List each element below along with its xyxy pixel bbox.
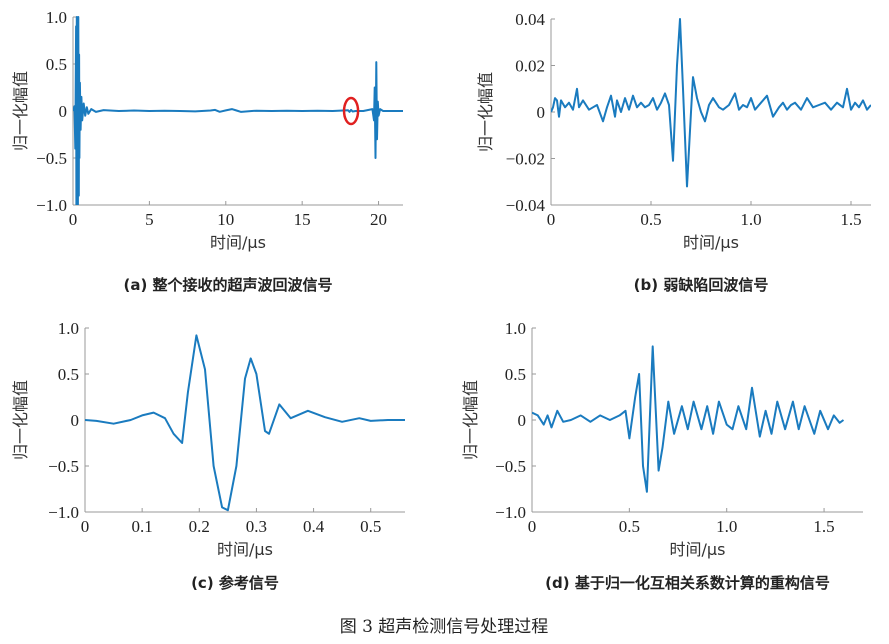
y-axis-label: 归一化幅值 bbox=[461, 380, 480, 460]
x-tick-label: 0.5 bbox=[360, 517, 381, 536]
series-line bbox=[85, 334, 405, 512]
y-tick-label: −0.5 bbox=[48, 457, 79, 476]
x-axis-label: 时间/μs bbox=[217, 540, 273, 559]
y-tick-label: −0.5 bbox=[36, 149, 67, 168]
x-tick-label: 5 bbox=[145, 210, 154, 229]
y-tick-label: 0 bbox=[71, 411, 80, 430]
x-tick-label: 10 bbox=[217, 210, 234, 229]
x-axis-label: 时间/μs bbox=[670, 540, 726, 559]
series-line bbox=[73, 16, 403, 205]
y-tick-label: 1.0 bbox=[46, 8, 67, 27]
y-tick-label: 0.02 bbox=[515, 57, 545, 76]
x-tick-label: 15 bbox=[294, 210, 311, 229]
y-tick-label: 0 bbox=[59, 102, 68, 121]
x-tick-label: 0.1 bbox=[132, 517, 153, 536]
x-tick-label: 0 bbox=[81, 517, 90, 536]
y-tick-label: −0.04 bbox=[506, 196, 546, 215]
plot-c-reference-signal: 0 0.1 0.2 0.3 0.4 0.5 −1.0 −0.5 0 0.5 1.0 时间/μs 归一化幅… bbox=[11, 319, 406, 592]
x-tick-label: 1.0 bbox=[740, 210, 761, 229]
y-axis-label: 归一化幅值 bbox=[476, 72, 495, 152]
x-axis-label: 时间/μs bbox=[683, 233, 739, 252]
x-tick-label: 0 bbox=[528, 517, 537, 536]
y-tick-label: 0.5 bbox=[58, 365, 79, 384]
y-tick-label: −0.02 bbox=[506, 150, 545, 169]
y-tick-label: 0.5 bbox=[46, 55, 67, 74]
plot-a-full-echo-signal: 0 5 10 15 20 −1.0 −0.5 0 0.5 1.0 时间/μs 归一化幅值 (a) 整个接… bbox=[11, 8, 404, 294]
x-tick-label: 0 bbox=[69, 210, 78, 229]
y-tick-label: 0 bbox=[537, 103, 546, 122]
plot-b-weak-defect-echo: 0 0.5 1.0 1.5 −0.04 −0.02 0 0.02 0.04 时间/μs 归一化幅值 (… bbox=[476, 10, 872, 294]
x-tick-label: 1.5 bbox=[813, 517, 834, 536]
series-line bbox=[532, 345, 845, 493]
subplot-caption: (c) 参考信号 bbox=[191, 574, 279, 592]
series-line bbox=[551, 18, 871, 188]
y-tick-label: 0 bbox=[518, 411, 527, 430]
y-tick-label: 0.04 bbox=[515, 10, 545, 29]
x-axis-label: 时间/μs bbox=[210, 233, 266, 252]
y-tick-label: −1.0 bbox=[48, 503, 79, 522]
subplot-caption: (b) 弱缺陷回波信号 bbox=[634, 276, 769, 294]
x-tick-label: 0.4 bbox=[303, 517, 325, 536]
x-tick-label: 0.5 bbox=[619, 517, 640, 536]
y-tick-label: 1.0 bbox=[58, 319, 79, 338]
y-axis-label: 归一化幅值 bbox=[11, 71, 30, 151]
y-tick-label: 0.5 bbox=[505, 365, 526, 384]
x-tick-label: 20 bbox=[370, 210, 387, 229]
x-tick-label: 1.5 bbox=[840, 210, 861, 229]
highlight-circle-annotation bbox=[342, 96, 360, 126]
y-tick-label: −0.5 bbox=[495, 457, 526, 476]
x-tick-label: 0.2 bbox=[189, 517, 210, 536]
x-tick-label: 0 bbox=[547, 210, 556, 229]
x-tick-label: 0.3 bbox=[246, 517, 267, 536]
y-tick-label: −1.0 bbox=[36, 196, 67, 215]
figure-caption: 图 3 超声检测信号处理过程 bbox=[340, 617, 549, 637]
x-tick-label: 0.5 bbox=[640, 210, 661, 229]
y-tick-label: −1.0 bbox=[495, 503, 526, 522]
x-tick-label: 1.0 bbox=[716, 517, 737, 536]
subplot-caption: (d) 基于归一化互相关系数计算的重构信号 bbox=[545, 574, 830, 592]
plot-d-reconstructed-signal: 0 0.5 1.0 1.5 −1.0 −0.5 0 0.5 1.0 时间/μs 归一化幅值 (d) 基… bbox=[461, 319, 863, 592]
subplot-caption: (a) 整个接收的超声波回波信号 bbox=[123, 276, 332, 294]
y-axis-label: 归一化幅值 bbox=[11, 380, 30, 460]
y-tick-label: 1.0 bbox=[505, 319, 526, 338]
